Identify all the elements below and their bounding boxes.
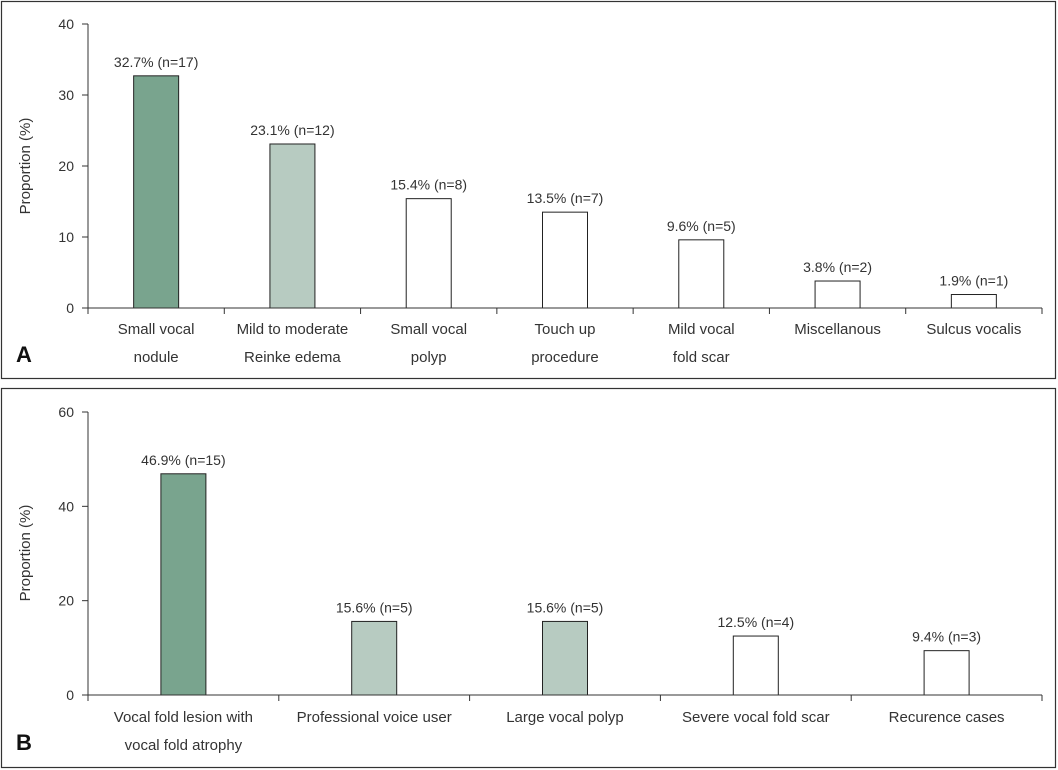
panel-a-category-label: nodule xyxy=(134,349,179,366)
panel-a-y-axis-title: Proportion (%) xyxy=(17,118,34,215)
panel-a-data-label: 1.9% (n=1) xyxy=(939,273,1008,289)
panel-a-y-tick-label: 40 xyxy=(58,16,74,32)
panel-b-data-label: 12.5% (n=4) xyxy=(717,614,794,630)
panel-b-y-tick-label: 60 xyxy=(58,404,74,420)
panel-a-category-label: Sulcus vocalis xyxy=(926,321,1021,338)
panel-a-category-label: Touch up xyxy=(535,321,596,338)
panel-a-y-tick-label: 10 xyxy=(58,229,74,245)
panel-b-y-tick-label: 40 xyxy=(58,498,74,514)
panel-a-category-label: Reinke edema xyxy=(244,349,341,366)
panel-b-y-axis: 0 20 40 60 xyxy=(58,404,89,703)
panel-b-bar xyxy=(542,620,588,696)
panel-a-data-label: 9.6% (n=5) xyxy=(667,218,736,234)
panel-b-x-axis xyxy=(87,694,1043,701)
panel-a-bar xyxy=(814,280,861,309)
panel-a-category-label: procedure xyxy=(531,349,599,366)
panel-b-category-label: Professional voice user xyxy=(297,709,452,726)
panel-a-y-tick-label: 20 xyxy=(58,158,74,174)
panel-b-y-tick-label: 0 xyxy=(66,687,74,703)
panel-a-x-axis xyxy=(87,307,1043,314)
panel-a-chart: 32.7% (n=17) 23.1% (n=12) 15.4% (n=8) 13.5%… xyxy=(16,16,1043,367)
panel-b-data-labels: 46.9% (n=15) 15.6% (n=5) 15.6% (n=5) 12.5% … xyxy=(141,452,981,645)
panel-a-category-label: Mild to moderate xyxy=(237,321,349,338)
panel-b-category-label: Large vocal polyp xyxy=(506,709,624,726)
panel-a-data-label: 32.7% (n=17) xyxy=(114,54,198,70)
panel-a-y-axis: 0 10 20 30 40 xyxy=(58,16,89,316)
panel-b-bar xyxy=(732,635,779,696)
panel-a-data-label: 23.1% (n=12) xyxy=(250,122,334,138)
panel-a-bar xyxy=(950,294,997,309)
panel-a-category-label: Mild vocal xyxy=(668,321,735,338)
panel-b-chart: 46.9% (n=15) 15.6% (n=5) 15.6% (n=5) 12.5% … xyxy=(16,404,1043,755)
panel-b-category-label: Severe vocal fold scar xyxy=(682,709,830,726)
panel-b-label: B xyxy=(16,730,32,755)
panel-a-bar xyxy=(269,143,316,309)
panel-a-data-label: 3.8% (n=2) xyxy=(803,259,872,275)
panel-a-category-label: Small vocal xyxy=(118,321,195,338)
panel-b-bar xyxy=(923,650,970,696)
panel-a-category-label: polyp xyxy=(411,349,447,366)
panel-a-bar xyxy=(542,211,588,309)
panel-a-category-label: fold scar xyxy=(673,349,730,366)
panel-b-category-label: Recurence cases xyxy=(889,709,1005,726)
panel-b-bar xyxy=(160,473,207,696)
panel-a-label: A xyxy=(16,342,32,367)
panel-a-bar xyxy=(678,239,725,309)
panel-b-data-label: 15.6% (n=5) xyxy=(336,599,413,615)
panel-b-bar xyxy=(351,620,398,696)
panel-a-category-labels: Small vocal nodule Mild to moderate Reinke … xyxy=(118,321,1022,366)
panel-a-bar xyxy=(133,75,180,309)
panel-b-y-tick-label: 20 xyxy=(58,593,74,609)
panel-b-category-label: vocal fold atrophy xyxy=(125,737,243,754)
panel-a-category-label: Miscellanous xyxy=(794,321,881,338)
panel-a-data-labels: 32.7% (n=17) 23.1% (n=12) 15.4% (n=8) 13.5%… xyxy=(114,54,1008,289)
panel-b-data-label: 15.6% (n=5) xyxy=(527,599,604,615)
panel-a-bar xyxy=(405,198,452,309)
panel-a-y-tick-label: 0 xyxy=(66,300,74,316)
panel-a-data-label: 15.4% (n=8) xyxy=(390,177,467,193)
panel-b-category-label: Vocal fold lesion with xyxy=(114,709,253,726)
panel-a-y-tick-label: 30 xyxy=(58,87,74,103)
panel-b-data-label: 46.9% (n=15) xyxy=(141,452,225,468)
panel-b-category-labels: Vocal fold lesion with vocal fold atrophy… xyxy=(114,709,1005,754)
panel-b-y-axis-title: Proportion (%) xyxy=(17,505,34,602)
panel-a-bars xyxy=(133,75,997,309)
panel-a-data-label: 13.5% (n=7) xyxy=(527,190,604,206)
panel-a-category-label: Small vocal xyxy=(390,321,467,338)
panel-b-data-label: 9.4% (n=3) xyxy=(912,629,981,645)
